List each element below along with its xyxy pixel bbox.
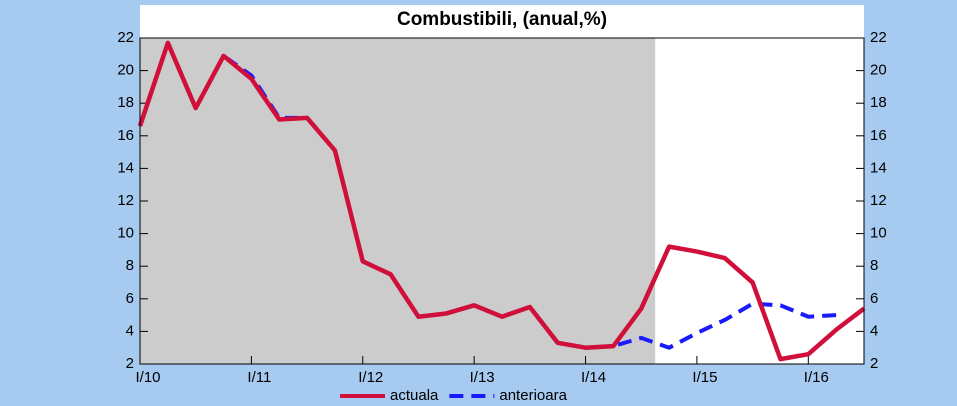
y2-tick-label: 16: [870, 127, 887, 144]
y-tick-label: 6: [126, 290, 134, 307]
x-tick-label: I/10: [135, 369, 160, 386]
y2-tick-label: 22: [870, 29, 887, 46]
y-tick-label: 18: [117, 94, 134, 111]
y2-tick-label: 12: [870, 192, 887, 209]
y2-tick-label: 8: [870, 257, 878, 274]
x-tick-label: I/12: [358, 369, 383, 386]
shaded-region: [140, 38, 656, 364]
y-tick-label: 4: [126, 322, 134, 339]
x-tick-label: I/11: [247, 369, 271, 386]
y2-tick-label: 18: [870, 94, 887, 111]
y-tick-label: 16: [117, 127, 134, 144]
chart-title: Combustibili, (anual,%): [397, 9, 607, 30]
title-box: [140, 5, 864, 38]
y-tick-label: 22: [117, 29, 134, 46]
plot-frame: [139, 37, 865, 365]
y-tick-label: 20: [117, 62, 134, 79]
series-line: [137, 40, 866, 362]
y2-tick-label: 10: [870, 225, 887, 242]
x-tick-label: I/16: [804, 369, 829, 386]
legend-label: actuala: [390, 387, 439, 404]
y-tick-label: 8: [126, 257, 134, 274]
y2-tick-label: 6: [870, 290, 878, 307]
y2-tick-label: 4: [870, 322, 878, 339]
x-tick-label: I/14: [581, 369, 606, 386]
y-tick-label: 14: [117, 159, 134, 176]
y-tick-label: 10: [117, 225, 134, 242]
y-tick-label: 12: [117, 192, 134, 209]
y2-tick-label: 14: [870, 159, 887, 176]
x-tick-label: I/13: [470, 369, 495, 386]
legend-label: anterioara: [499, 387, 567, 404]
y2-tick-label: 20: [870, 62, 887, 79]
y-tick-label: 2: [126, 355, 134, 372]
y2-tick-label: 2: [870, 355, 878, 372]
x-tick-label: I/15: [692, 369, 717, 386]
